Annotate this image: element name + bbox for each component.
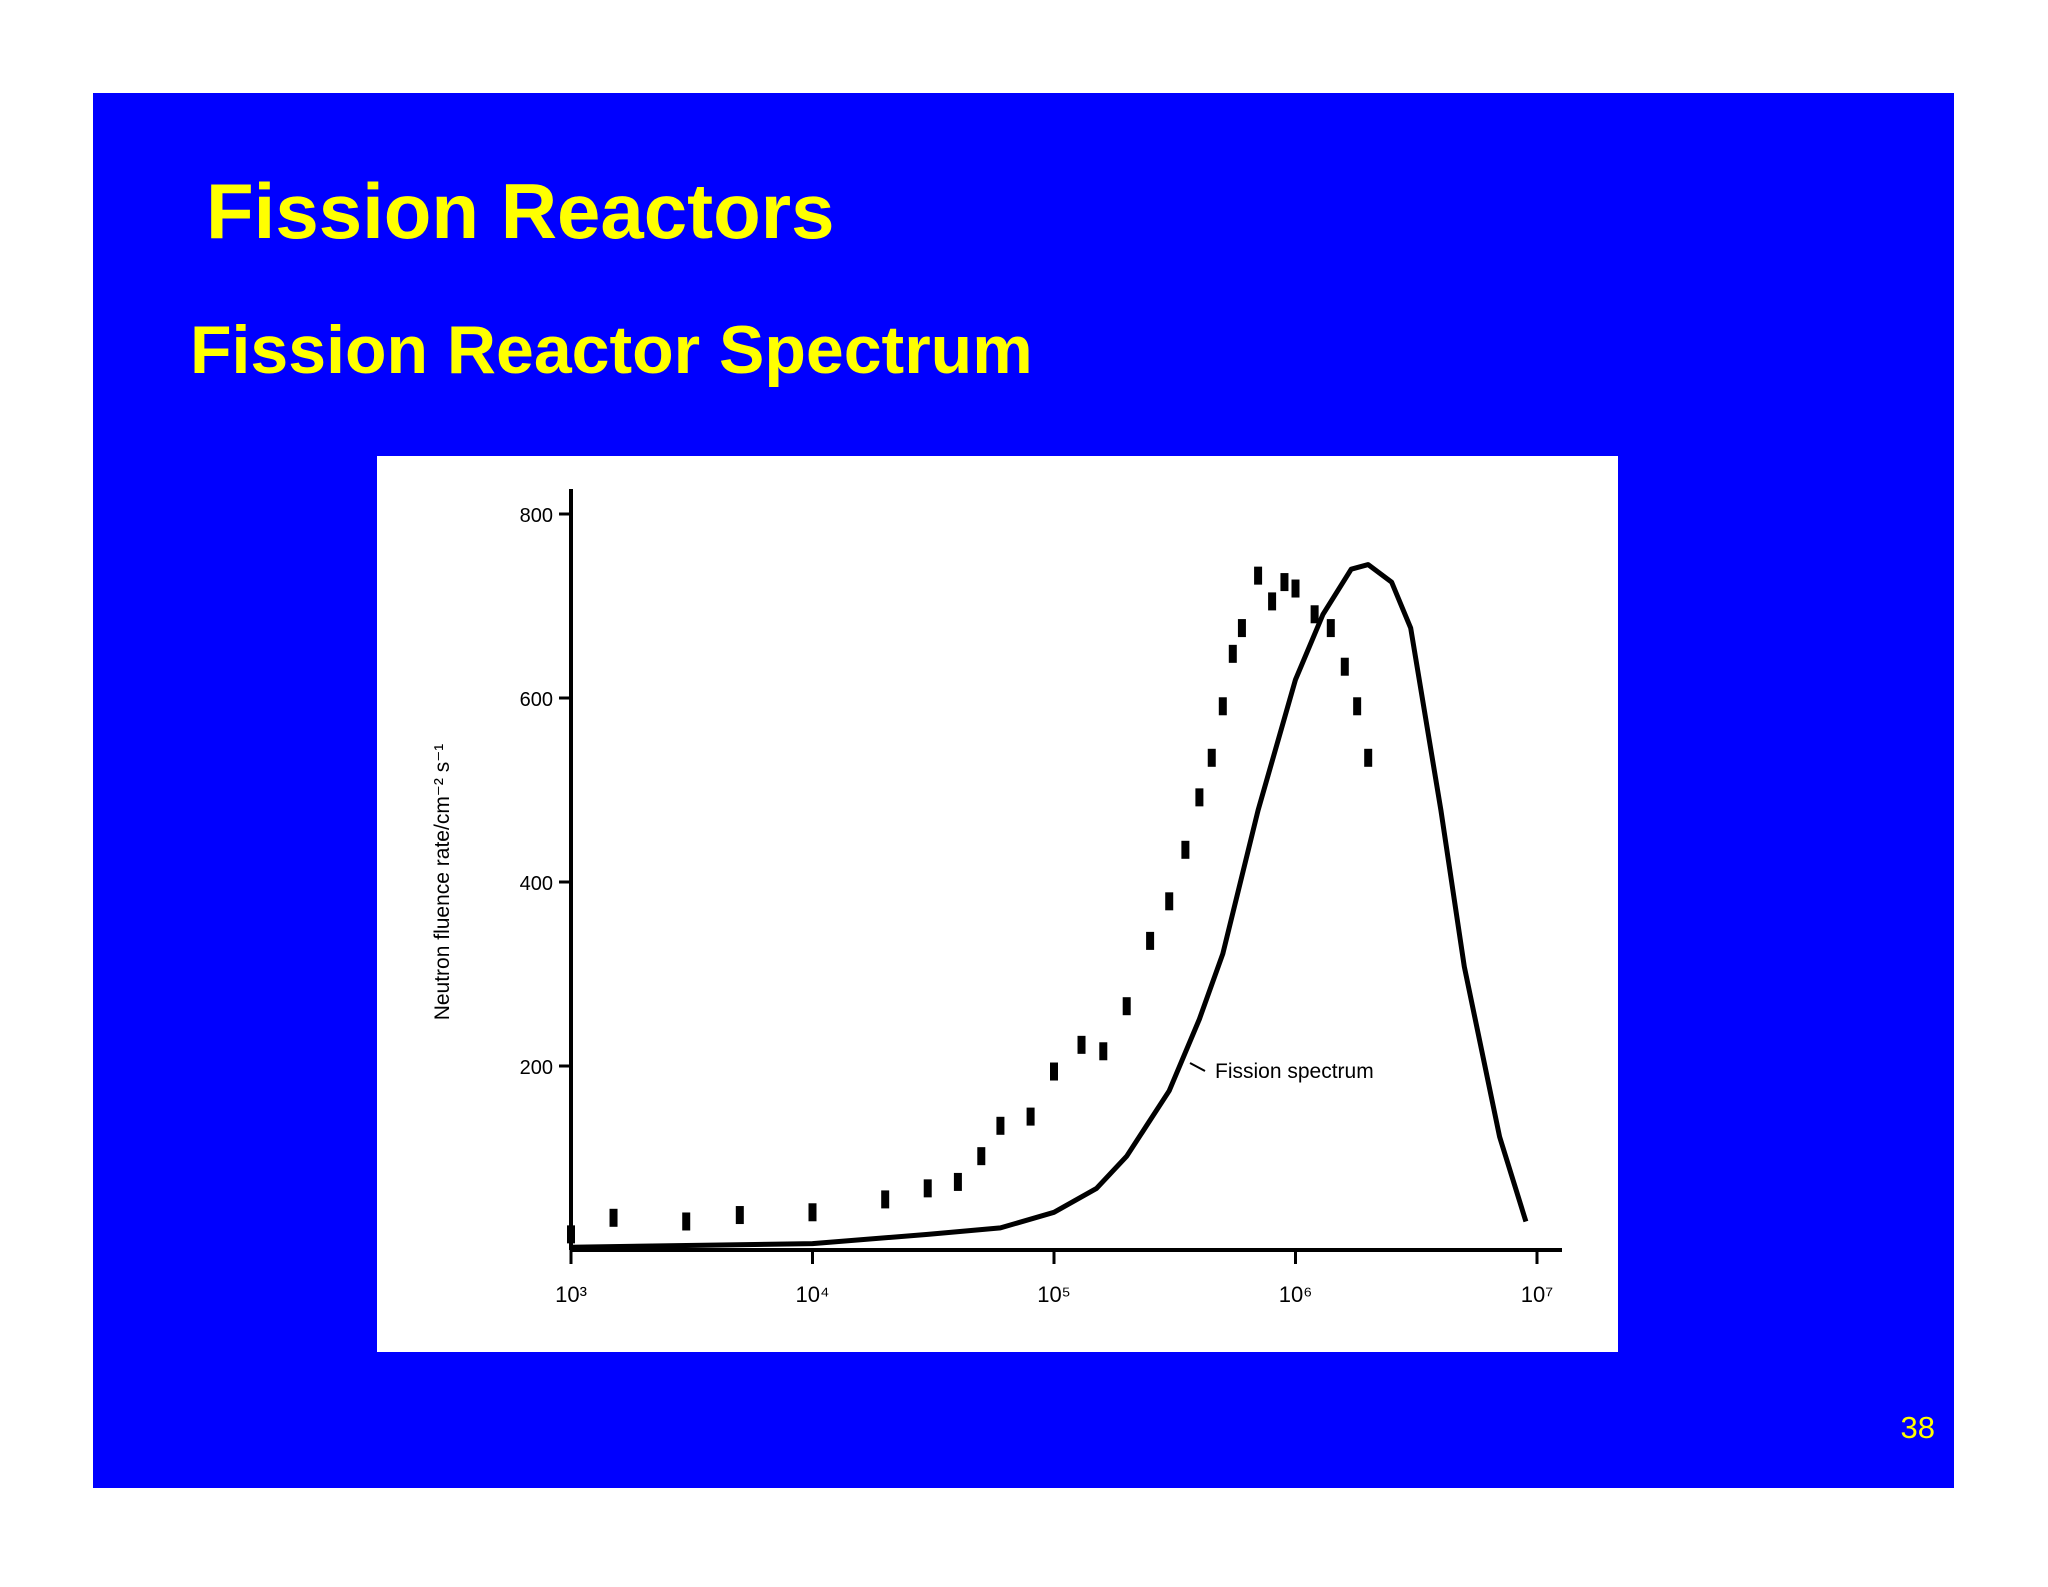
data-point <box>1146 931 1155 950</box>
data-point <box>881 1190 890 1209</box>
data-point <box>1326 619 1335 638</box>
data-point <box>953 1172 962 1191</box>
x-tick-label: 10⁷ <box>1521 1282 1553 1307</box>
data-point <box>1207 748 1216 767</box>
data-point <box>1280 573 1289 592</box>
data-point <box>1237 619 1246 638</box>
data-point <box>1353 697 1362 716</box>
data-point <box>808 1203 817 1222</box>
data-point <box>609 1208 618 1227</box>
data-point <box>996 1116 1005 1135</box>
slide-subtitle: Fission Reactor Spectrum <box>190 312 1033 388</box>
chart-panel <box>377 456 1618 1352</box>
x-tick-label: 10³ <box>555 1282 587 1307</box>
data-point <box>567 1225 575 1244</box>
y-axis-label: Neutron fluence rate/cm⁻² s⁻¹ <box>431 744 454 1021</box>
data-point <box>923 1179 932 1198</box>
y-tick-label: 200 <box>520 1057 553 1079</box>
data-point <box>1195 788 1204 807</box>
data-point <box>735 1206 744 1225</box>
chart: 200 400 600 800 10³ 10⁴ 10⁵ 10⁶ 10⁷ Neutron fluen… <box>431 489 1562 1307</box>
x-tick-label: 10⁵ <box>1037 1282 1071 1307</box>
data-point <box>1218 697 1227 716</box>
data-point <box>1181 840 1190 859</box>
y-tick-label: 600 <box>520 689 553 711</box>
page-number: 38 <box>1901 1410 1935 1445</box>
x-tick-label: 10⁴ <box>796 1282 830 1307</box>
data-point <box>1310 605 1319 624</box>
y-tick-label: 400 <box>520 873 553 895</box>
spectrum-line <box>570 562 1529 1250</box>
data-point <box>1050 1062 1058 1081</box>
data-point <box>682 1212 691 1231</box>
data-point <box>1122 997 1131 1016</box>
y-tick-label: 800 <box>520 505 553 527</box>
data-point <box>977 1147 986 1166</box>
annotation-leader <box>1189 1062 1206 1072</box>
data-point <box>1291 579 1300 598</box>
data-point <box>1026 1107 1035 1126</box>
data-point <box>1340 657 1349 676</box>
slide-title: Fission Reactors <box>206 167 835 255</box>
data-point <box>1099 1042 1108 1061</box>
data-point <box>1364 748 1373 767</box>
data-point <box>1254 566 1263 585</box>
data-point <box>1228 644 1237 663</box>
x-tick-label: 10⁶ <box>1279 1282 1313 1307</box>
data-point <box>1165 892 1174 911</box>
data-point <box>1268 592 1277 611</box>
data-point <box>1077 1035 1086 1054</box>
annotation: Fission spectrum <box>1215 1060 1374 1083</box>
